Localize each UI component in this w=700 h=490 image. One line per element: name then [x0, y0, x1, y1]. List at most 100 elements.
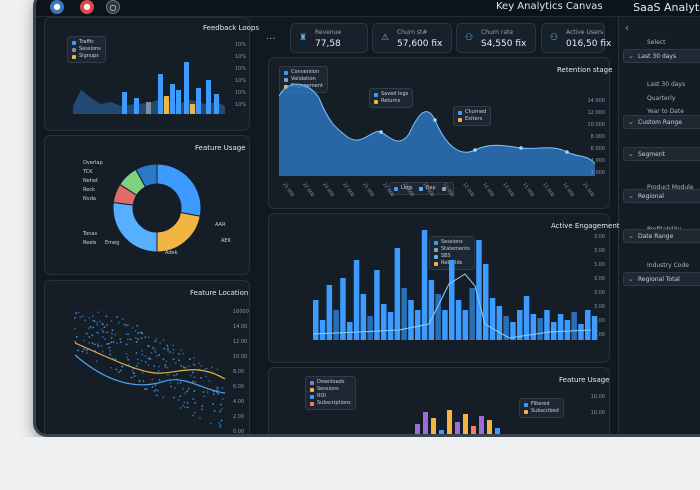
kpi-value: 016,50 fix [566, 39, 612, 49]
scatter-point [125, 356, 128, 359]
bar [449, 260, 455, 340]
scatter-point [155, 389, 157, 391]
kpi-card[interactable]: ⚇ Churn rate S4,550 fix [456, 23, 536, 53]
scatter-point [136, 324, 139, 327]
scatter-point [108, 346, 111, 349]
scatter-point [132, 371, 135, 374]
bar [496, 306, 503, 340]
sidebar-item[interactable]: Quarterly [647, 95, 676, 102]
slice-label: Nvda [83, 196, 96, 202]
scatter-point [148, 345, 150, 348]
kpi-card[interactable]: ♜ Revenue 77,58 [290, 23, 368, 53]
legend-swatch [458, 117, 462, 122]
legend-item: Sessions [310, 386, 351, 393]
legend-label: Subscribed [531, 408, 559, 414]
legend-swatch [434, 254, 438, 259]
notification-icon[interactable]: ● [80, 0, 94, 14]
scatter-point [144, 361, 147, 363]
sidebar-select[interactable]: ⌄ Regional [623, 189, 700, 203]
bar [423, 412, 428, 434]
y-tick-label: 3.00 [594, 234, 605, 240]
scatter-point [158, 354, 161, 356]
legend-swatch [394, 186, 398, 191]
legend-swatch [434, 247, 438, 252]
legend-swatch [524, 402, 528, 407]
sidebar-item[interactable]: Select [647, 39, 666, 46]
bar [421, 230, 428, 340]
scatter-point [162, 396, 165, 399]
message-icon[interactable]: ○ [106, 0, 120, 14]
sidebar-select[interactable]: ⌄ Custom Range [623, 115, 700, 129]
chevron-down-icon: ⌄ [628, 118, 634, 126]
scatter-point [183, 401, 186, 404]
bar [340, 278, 346, 340]
avatar-icon[interactable]: ● [50, 0, 64, 14]
scatter-point [219, 410, 222, 413]
sidebar-select[interactable]: ⌄ Segment [623, 147, 700, 161]
sidebar-item[interactable]: Product Module [647, 184, 694, 191]
scatter-point [192, 414, 195, 417]
sidebar-select[interactable]: ⌄ Date Range [623, 229, 700, 243]
scatter-point [177, 353, 180, 355]
scatter-point [123, 323, 126, 326]
legend-label: ROI [317, 393, 326, 399]
sidebar-select[interactable]: ⌄ Regional Total [623, 272, 700, 286]
y-tick-label: 2.00 [233, 414, 244, 420]
scatter-point [127, 333, 130, 336]
scatter-point [172, 396, 175, 399]
scatter-point [138, 380, 141, 383]
scatter-point [137, 332, 140, 334]
scatter-point [122, 318, 124, 321]
data-point [519, 146, 523, 150]
kpi-card[interactable]: ⚇ Active Users 016,50 fix [541, 23, 611, 53]
x-tick-label: 22.000 [381, 182, 395, 198]
scatter-point [182, 387, 185, 390]
scatter-point [144, 336, 147, 339]
donut-slice [135, 163, 158, 188]
legend-label: Traffic [79, 39, 95, 45]
y-tick-label: 12.00 [233, 339, 247, 345]
legend-swatch [310, 387, 314, 392]
scatter-point [114, 358, 117, 361]
legend-item: ROI [310, 393, 351, 400]
bar [578, 324, 584, 340]
scatter-point [219, 425, 222, 428]
scatter-point [92, 326, 95, 329]
chevron-left-icon[interactable]: ‹ [625, 23, 629, 34]
scatter-point [208, 379, 211, 382]
scatter-point [119, 369, 122, 372]
scatter-chart: 16000 14.00 12.00 10.00 8.00 6.00 4.00 2.00 0.00 [74, 309, 249, 434]
more-icon[interactable]: ... [266, 31, 276, 42]
sidebar-item[interactable]: Industry Code [647, 262, 689, 269]
scatter-point [216, 386, 219, 389]
bar [415, 310, 421, 340]
legend-label: Logs [401, 185, 413, 191]
bar [503, 316, 509, 340]
legend-swatch [524, 409, 528, 414]
scatter-point [197, 362, 200, 365]
scatter-point [121, 365, 124, 368]
feature-usage-donut-card: Feature Usage AAR AEK Adek Overlap TCK Nehet R… [44, 135, 250, 275]
bar [585, 310, 591, 340]
scatter-point [130, 376, 133, 379]
feedback-chart: 10% 10% 10% 10% 10% 10% [73, 42, 246, 114]
scatter-point [119, 338, 122, 340]
scatter-point [158, 378, 161, 381]
bar [134, 98, 139, 114]
scatter-point [104, 338, 106, 341]
alert-icon: ⚠ [380, 33, 390, 43]
sidebar-item[interactable]: Year to Date [647, 108, 684, 115]
active-engagement-card: Active Engagement SessionsStatementsSBSR… [268, 213, 620, 363]
scatter-point [212, 393, 215, 396]
sidebar-item[interactable]: Last 30 days [647, 81, 686, 88]
bar [537, 318, 543, 340]
scatter-point [105, 323, 108, 326]
y-tick-label: 10.00 [591, 394, 605, 400]
scatter-point [167, 348, 169, 351]
sidebar-select[interactable]: ⌄ Last 30 days [623, 49, 700, 63]
feedback-loops-card: Feedback Loops Traffic Sessions Signups 10… [44, 17, 259, 131]
scatter-point [192, 380, 194, 383]
y-tick-label: 3.00 [594, 290, 605, 296]
kpi-card[interactable]: ⚠ Churn st# 57,600 fix [372, 23, 452, 53]
scatter-point [153, 348, 156, 351]
